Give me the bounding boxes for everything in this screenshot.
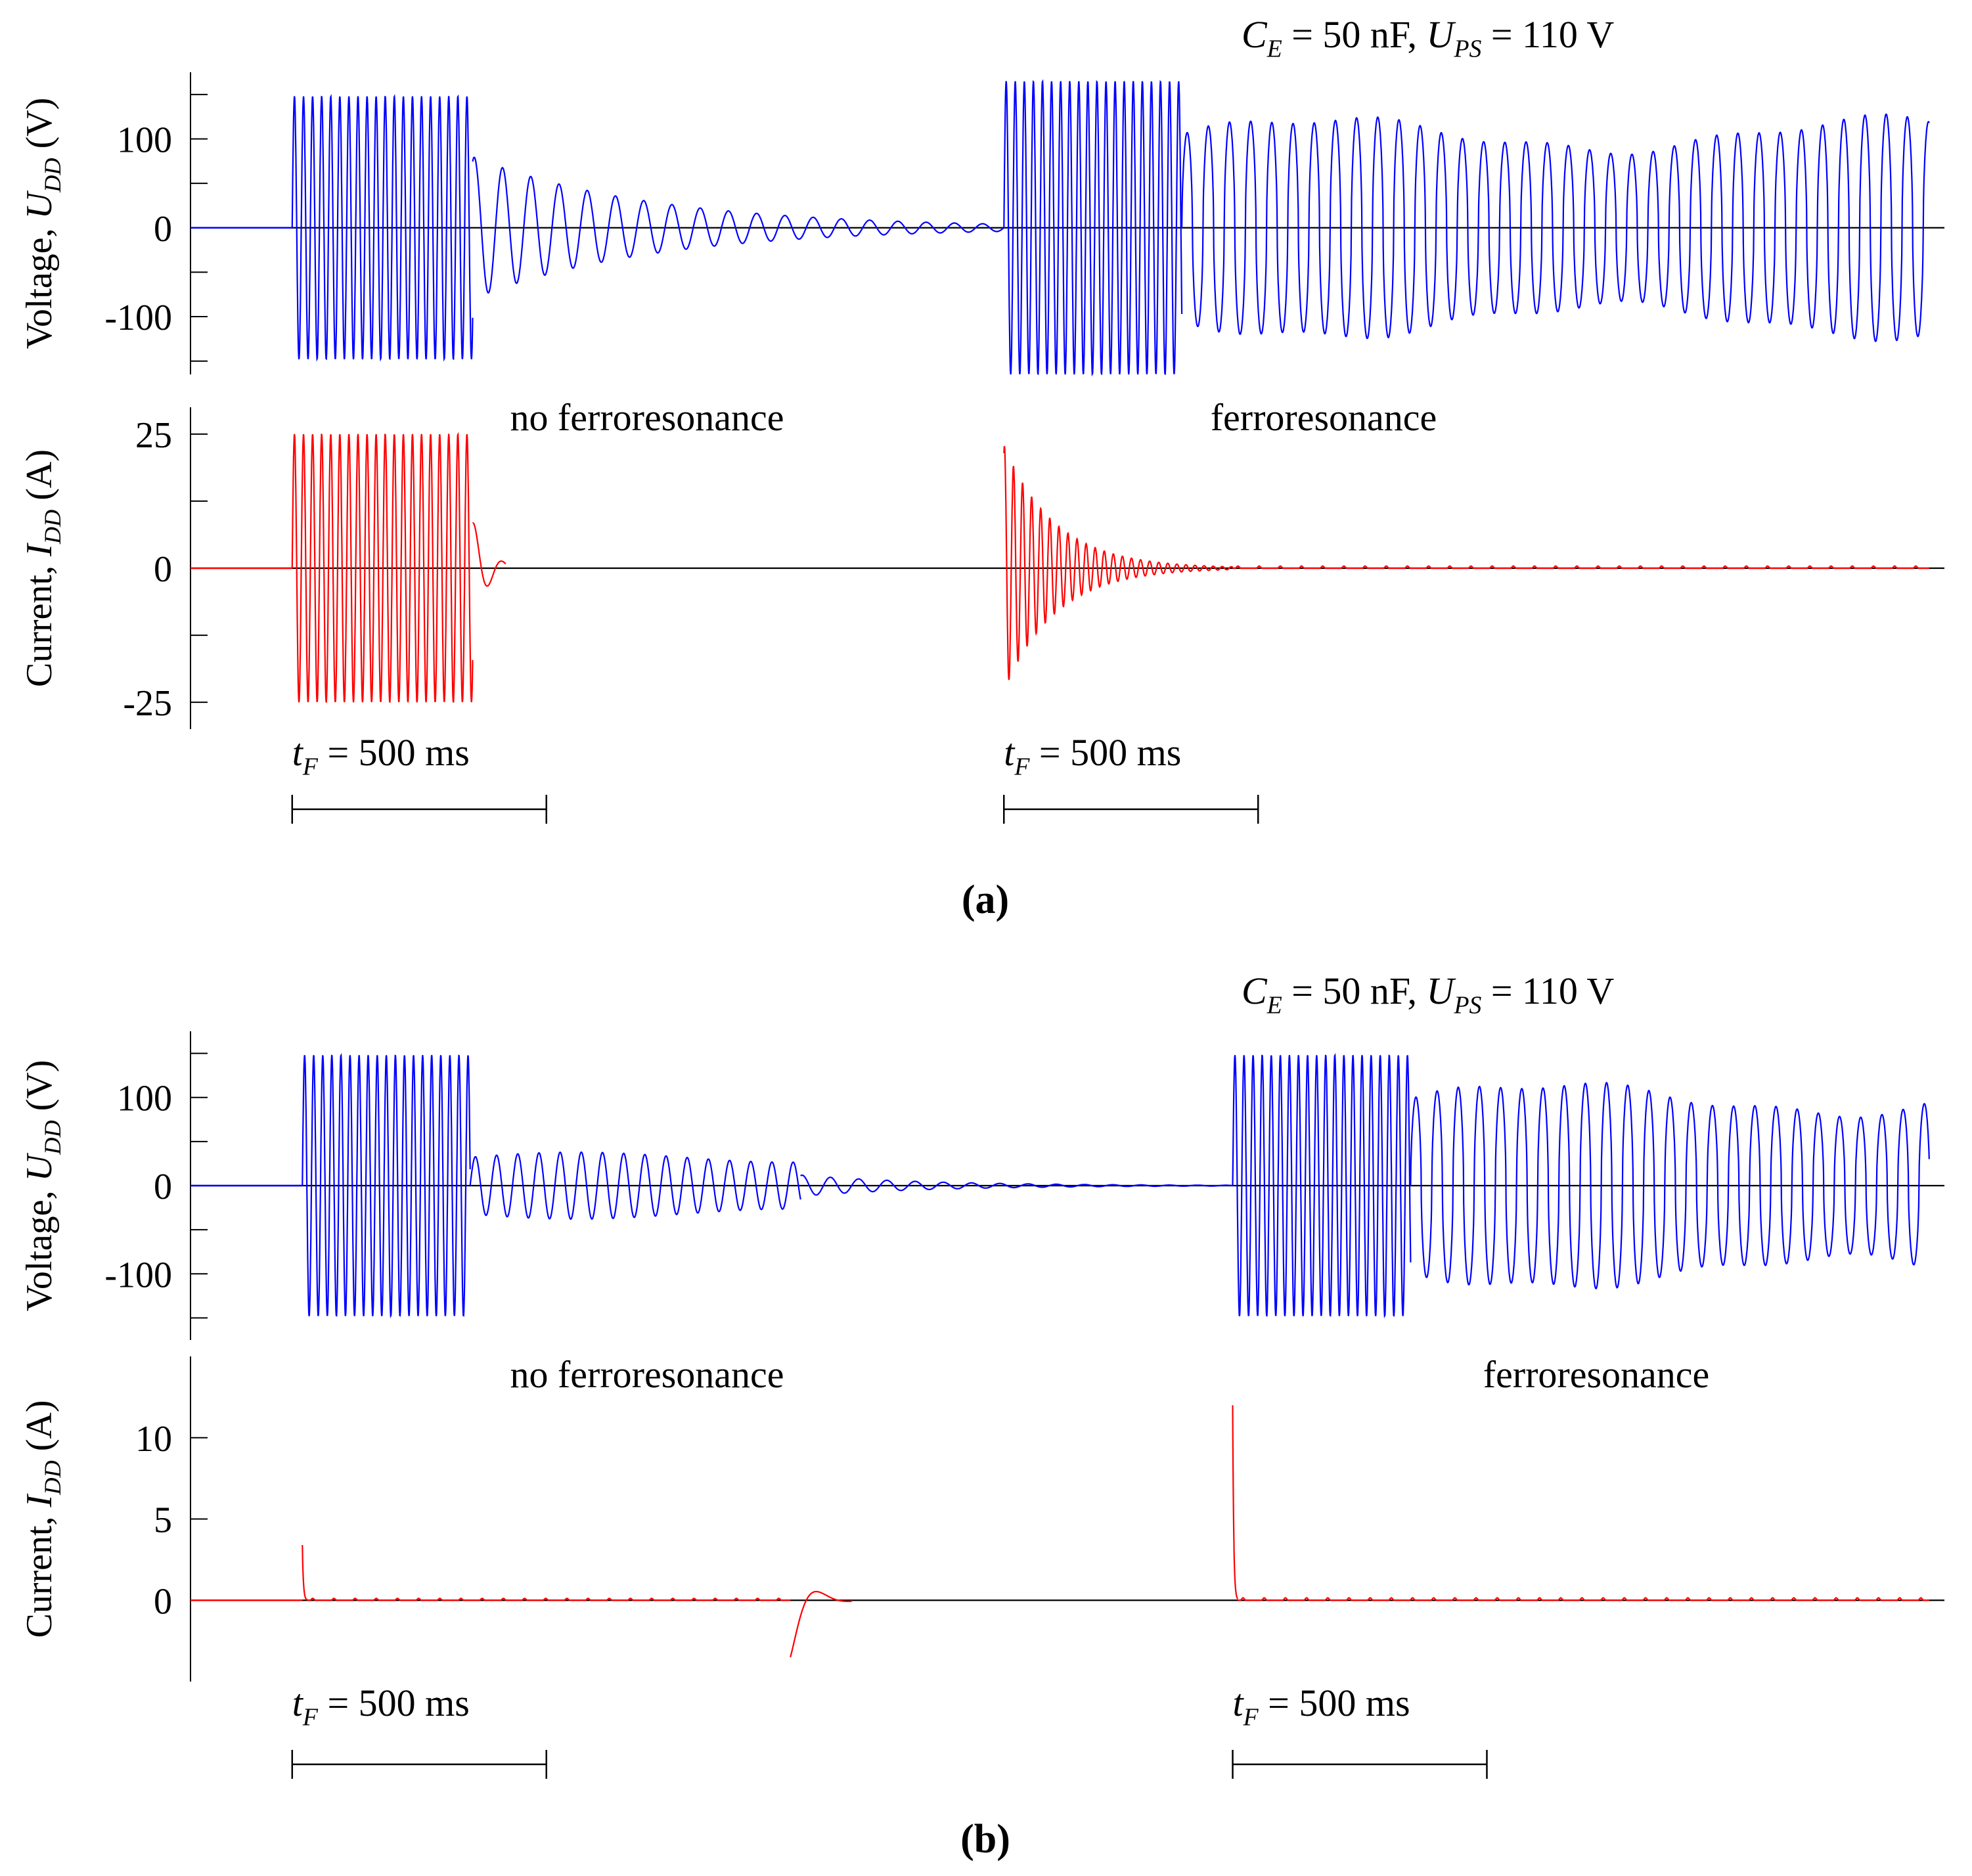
panel-b-voltage-tick-label: 0 — [154, 1167, 172, 1207]
panel-b-params: CE = 50 nF, UPS = 110 V — [1242, 970, 1614, 1019]
panel-a-current-tick-label: 25 — [135, 415, 172, 456]
panel-a-voltage-tick-label: 0 — [154, 209, 172, 250]
panel-a-voltage-series-segment — [1003, 79, 1183, 377]
panel-b-annotation: ferroresonance — [1483, 1353, 1710, 1396]
panel-a-current-series-segment — [1003, 446, 1234, 681]
panel-b-label: (b) — [960, 1817, 1010, 1862]
panel-a-params: CE = 50 nF, UPS = 110 V — [1242, 13, 1614, 63]
panel-b-current-series-segment — [790, 1590, 853, 1658]
panel-a-voltage-tick-label: 100 — [117, 120, 172, 160]
panel-b-voltage-series-segment — [469, 1151, 801, 1220]
panel-b-annotation: no ferroresonance — [510, 1353, 784, 1396]
panel-a-scalebar-label: tF = 500 ms — [1004, 731, 1181, 781]
panel-b-voltage-tick-label: 100 — [117, 1079, 172, 1119]
panel-b-scalebar-label: tF = 500 ms — [292, 1682, 470, 1731]
panel-b-voltage-series-segment — [302, 1052, 471, 1319]
panel-a-voltage-series-segment — [1181, 113, 1930, 342]
panel-a-annotation: ferroresonance — [1211, 396, 1437, 439]
panel-a-scalebar-label: tF = 500 ms — [292, 731, 470, 781]
panel-a-current-tick-label: 0 — [154, 549, 172, 590]
panel-a-current-ylabel: Current, IDD (A) — [19, 449, 66, 687]
panel-b-current-tick-label: 5 — [154, 1500, 172, 1541]
panel-a-current-series-segment — [472, 522, 506, 587]
panel-b-current-series-segment — [1238, 1597, 1929, 1601]
panel-b-voltage-series-segment — [800, 1174, 1233, 1196]
panel-b-scalebar-label: tF = 500 ms — [1233, 1682, 1410, 1731]
panel-a-annotation: no ferroresonance — [510, 396, 784, 439]
panel-b-current-tick-label: 0 — [154, 1581, 172, 1622]
panel-a-current-tick-label: -25 — [123, 683, 172, 724]
panel-a-current-series-segment — [291, 432, 474, 704]
panel-b-current-series-segment — [307, 1597, 791, 1601]
panel-b-current-series-segment — [1232, 1405, 1239, 1599]
panel-a-voltage-series-segment — [472, 156, 1004, 294]
panel-a-label: (a) — [962, 878, 1009, 922]
panel-b-voltage-ylabel: Voltage, UDD (V) — [19, 1060, 66, 1312]
panel-a-voltage-series-segment — [291, 93, 474, 362]
panel-b: CE = 50 nF, UPS = 110 V1000-100Voltage, … — [19, 970, 1944, 1862]
panel-b-current-series-segment — [302, 1545, 308, 1601]
panel-a: CE = 50 nF, UPS = 110 V 100 0 -100 Voltage, … — [19, 13, 1944, 922]
panel-b-voltage-tick-label: -100 — [104, 1255, 172, 1295]
panel-b-voltage-series-segment — [1232, 1052, 1412, 1319]
panel-a-voltage-ylabel: Voltage, UDD (V) — [19, 98, 66, 349]
panel-b-voltage-series-segment — [1410, 1081, 1930, 1289]
panel-b-current-ylabel: Current, IDD (A) — [19, 1400, 66, 1638]
panel-a-current-series-segment — [1232, 565, 1929, 570]
panel-a-voltage-tick-label: -100 — [104, 298, 172, 338]
panel-b-current-tick-label: 10 — [135, 1419, 172, 1460]
